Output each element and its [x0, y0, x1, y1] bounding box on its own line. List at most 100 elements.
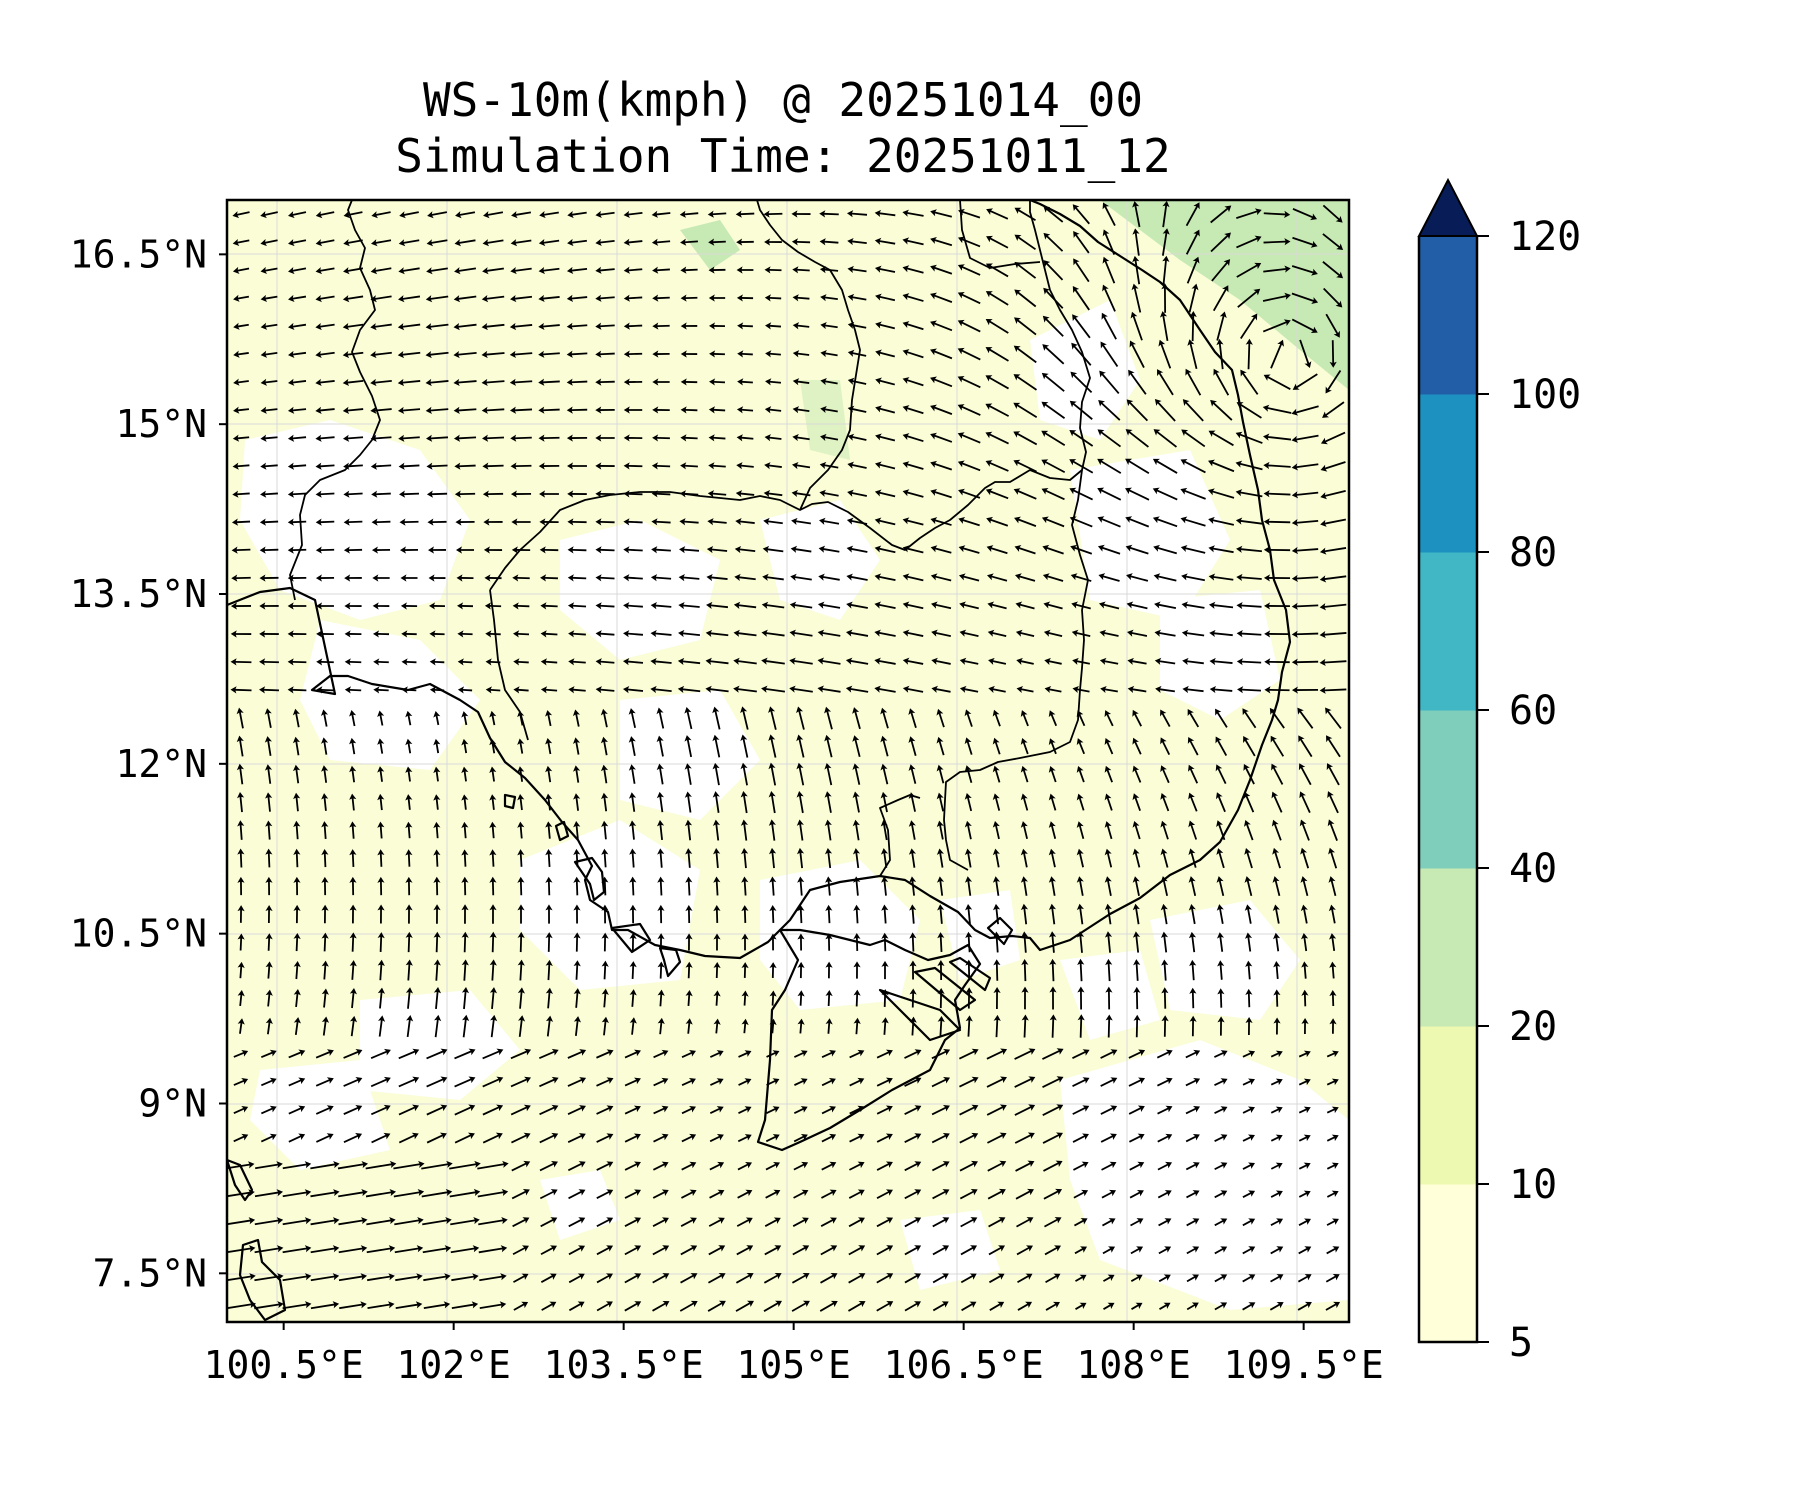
wind-vector-arrow	[405, 959, 413, 981]
wind-vector-arrow	[1125, 544, 1149, 555]
wind-vector-arrow	[1235, 431, 1263, 444]
wind-vector-arrow	[342, 378, 364, 387]
wind-vector-arrow	[1128, 1049, 1146, 1059]
wind-vector-arrow	[1270, 1246, 1284, 1255]
wind-vector-arrow	[1270, 1078, 1283, 1086]
wind-vector-arrow	[740, 762, 748, 786]
wind-vector-arrow	[1298, 1106, 1311, 1114]
wind-vector-arrow	[233, 322, 249, 330]
wind-vector-arrow	[736, 238, 754, 246]
wind-vector-arrow	[371, 1132, 391, 1144]
wind-vector-arrow	[1210, 232, 1231, 253]
wind-vector-arrow	[293, 1017, 301, 1036]
wind-vector-arrow	[227, 1273, 256, 1282]
wind-vector-arrow	[568, 1301, 585, 1312]
wind-vector-arrow	[1132, 876, 1140, 896]
wind-vector-arrow	[1099, 657, 1119, 665]
wind-vector-arrow	[623, 322, 643, 330]
wind-vector-arrow	[1126, 601, 1148, 610]
wind-vector-arrow	[1043, 260, 1064, 281]
wind-vector-arrow	[454, 1076, 476, 1088]
wind-vector-arrow	[1188, 876, 1197, 897]
wind-vector-arrow	[343, 462, 363, 470]
wind-vector-arrow	[992, 848, 1000, 868]
wind-vector-arrow	[1208, 430, 1234, 447]
wind-vector-arrow	[1161, 959, 1169, 981]
wind-vector-arrow	[1072, 1105, 1090, 1115]
wind-vector-arrow	[1215, 764, 1227, 785]
wind-vector-arrow	[377, 766, 385, 782]
wind-vector-arrow	[1263, 238, 1291, 246]
wind-vector-arrow	[932, 1245, 950, 1256]
wind-vector-arrow	[794, 1050, 808, 1058]
wind-vector-arrow	[736, 1217, 753, 1227]
wind-vector-arrow	[1076, 738, 1085, 755]
wind-vector-arrow	[1016, 1245, 1033, 1256]
wind-vector-arrow	[848, 1217, 865, 1228]
wind-vector-arrow	[736, 1245, 754, 1256]
wind-vector-arrow	[287, 658, 307, 666]
wind-vector-arrow	[1180, 516, 1206, 527]
wind-vector-arrow	[260, 378, 278, 386]
wind-vector-arrow	[1270, 1274, 1284, 1283]
wind-vector-arrow	[398, 434, 420, 442]
wind-vector-arrow	[426, 1048, 448, 1060]
map-frame	[225, 198, 1351, 1324]
wind-vector-arrow	[708, 1245, 726, 1256]
wind-vector-arrow	[817, 657, 841, 665]
colorbar-segment	[1419, 1026, 1477, 1185]
wind-vector-arrow	[1161, 228, 1170, 256]
wind-vector-arrow	[1270, 735, 1285, 757]
wind-vector-arrow	[377, 932, 385, 952]
wind-vector-arrow	[657, 961, 665, 979]
wind-vector-arrow	[825, 961, 833, 979]
wind-vector-arrow	[1325, 707, 1342, 730]
wind-vector-arrow	[931, 1105, 950, 1116]
wind-vector-arrow	[232, 462, 250, 470]
wind-vector-arrow	[230, 658, 252, 666]
wind-vector-arrow	[231, 546, 251, 554]
wind-vector-arrow	[377, 849, 385, 867]
wind-vector-arrow	[398, 1076, 420, 1088]
wind-vector-arrow	[623, 378, 643, 386]
wind-vector-arrow	[763, 1272, 782, 1284]
wind-vector-arrow	[321, 821, 329, 839]
wind-vector-arrow	[930, 489, 952, 499]
wind-vector-arrow	[957, 460, 981, 472]
wind-vector-arrow	[930, 237, 953, 247]
wind-vector-arrow	[1270, 1050, 1283, 1058]
wind-vector-arrow	[931, 1133, 950, 1144]
wind-vector-arrow	[764, 434, 782, 442]
wind-vector-arrow	[1159, 1302, 1171, 1310]
wind-vector-arrow	[817, 685, 841, 693]
wind-vector-arrow	[1291, 292, 1319, 304]
wind-vector-arrow	[282, 1161, 312, 1170]
wind-vector-arrow	[820, 1245, 838, 1256]
wind-vector-arrow	[792, 266, 810, 274]
wind-vector-arrow	[288, 266, 307, 275]
wind-vector-arrow	[796, 819, 804, 841]
wind-vector-arrow	[741, 876, 749, 896]
wind-vector-arrow	[849, 1133, 865, 1143]
wind-vector-arrow	[1016, 685, 1034, 694]
wind-vector-arrow	[1152, 516, 1178, 528]
wind-vector-arrow	[405, 931, 413, 953]
wind-vector-arrow	[1242, 708, 1257, 729]
wind-vector-arrow	[629, 820, 637, 840]
wind-vector-arrow	[629, 848, 637, 868]
wind-vector-arrow	[1216, 876, 1225, 897]
wind-vector-arrow	[259, 518, 279, 526]
wind-vector-arrow	[1069, 430, 1094, 447]
wind-vector-arrow	[1161, 1015, 1169, 1037]
wind-vector-arrow	[650, 657, 672, 666]
wind-vector-arrow	[909, 904, 917, 924]
wind-vector-arrow	[426, 462, 448, 470]
wind-vector-arrow	[370, 1076, 391, 1088]
wind-vector-arrow	[540, 602, 558, 610]
colorbar-segment	[1419, 1184, 1477, 1343]
wind-vector-arrow	[957, 236, 981, 248]
wind-vector-arrow	[988, 657, 1007, 665]
wind-vector-arrow	[1043, 287, 1064, 309]
wind-vector-arrow	[343, 546, 363, 554]
wind-vector-arrow	[629, 1017, 637, 1035]
